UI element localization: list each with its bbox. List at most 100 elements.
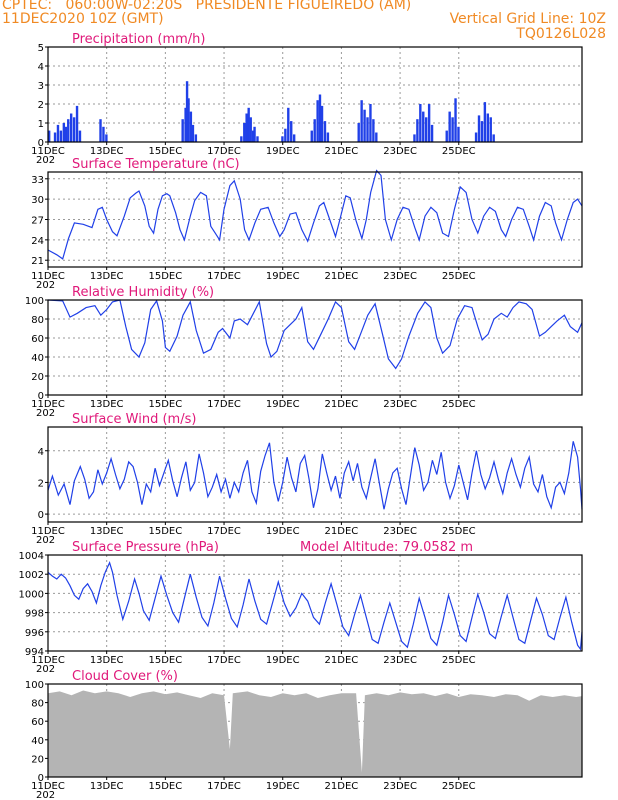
ytick-label: 1002 xyxy=(19,570,44,581)
precip-bar xyxy=(247,107,250,142)
panel-frame xyxy=(47,171,583,268)
precip-bar xyxy=(78,130,82,142)
year-label: 202 xyxy=(36,664,55,675)
precip-bar xyxy=(310,130,313,142)
header-model-id: TQ0126L028 xyxy=(516,26,606,42)
precip-bar xyxy=(185,81,189,142)
date-label: 17DEC xyxy=(207,781,241,792)
precip-bar xyxy=(424,117,428,142)
precip-bar xyxy=(184,107,187,142)
ytick-label: 20 xyxy=(31,372,44,383)
date-label: 15DEC xyxy=(148,655,182,666)
precip-bar xyxy=(290,121,293,142)
precip-bar xyxy=(366,117,369,142)
precip-bar xyxy=(326,132,330,142)
date-label: 17DEC xyxy=(207,655,241,666)
precip-bar xyxy=(445,130,448,142)
precip-bar xyxy=(56,124,60,142)
precip-bar xyxy=(372,119,375,142)
date-label: 13DEC xyxy=(90,271,124,282)
precip-bar xyxy=(256,136,259,142)
precip-bar xyxy=(320,105,324,142)
ytick-label: 20 xyxy=(31,754,44,765)
panel-title: Surface Pressure (hPa) xyxy=(72,540,219,555)
precip-bar xyxy=(360,100,363,142)
date-label: 15DEC xyxy=(148,526,182,537)
ytick-label: 80 xyxy=(31,315,44,326)
date-label: 11DEC xyxy=(31,655,65,666)
ytick-label: 1000 xyxy=(19,589,44,600)
ytick-label: 60 xyxy=(31,717,44,728)
precip-bar xyxy=(413,134,416,142)
ytick-label: 4 xyxy=(38,447,44,458)
year-label: 202 xyxy=(36,408,55,419)
precip-bar xyxy=(419,104,422,142)
ytick-label: 27 xyxy=(31,216,44,227)
date-label: 13DEC xyxy=(90,781,124,792)
date-label: 25DEC xyxy=(442,146,476,157)
precip-bar xyxy=(53,132,57,142)
precip-bar xyxy=(245,113,248,142)
precip-bar xyxy=(416,119,419,142)
precip-bar xyxy=(480,121,484,142)
series-line xyxy=(47,441,583,510)
precip-bar xyxy=(292,134,296,142)
ytick-label: 0 xyxy=(38,773,44,784)
date-label: 21DEC xyxy=(325,146,359,157)
date-label: 25DEC xyxy=(442,655,476,666)
year-label: 202 xyxy=(36,790,55,800)
ytick-label: 2 xyxy=(38,100,44,111)
date-label: 21DEC xyxy=(325,399,359,410)
precip-bar xyxy=(313,119,316,142)
precip-bar xyxy=(251,130,255,142)
panel-title: Relative Humidity (%) xyxy=(72,285,214,300)
precip-bar xyxy=(483,102,487,142)
precip-bar xyxy=(189,111,193,142)
panel-title: Cloud Cover (%) xyxy=(72,669,178,684)
series-line xyxy=(47,169,583,260)
ytick-label: 5 xyxy=(38,43,44,54)
date-label: 23DEC xyxy=(383,526,417,537)
precip-bar xyxy=(75,105,79,142)
precip-bar xyxy=(448,111,451,142)
date-label: 11DEC xyxy=(31,781,65,792)
header-grid-note: Vertical Grid Line: 10Z xyxy=(449,11,606,27)
date-label: 23DEC xyxy=(383,655,417,666)
ytick-label: 100 xyxy=(25,680,44,691)
ytick-label: 40 xyxy=(31,736,44,747)
header-date: 11DEC2020 10Z (GMT) xyxy=(2,11,164,27)
ytick-label: 1 xyxy=(38,119,44,130)
precip-bar xyxy=(430,124,434,142)
panel-frame xyxy=(47,299,583,396)
precip-bar xyxy=(492,134,495,142)
precip-bar xyxy=(287,107,290,142)
ytick-label: 100 xyxy=(25,296,44,307)
precip-bar xyxy=(249,117,252,142)
date-label: 15DEC xyxy=(148,399,182,410)
year-label: 202 xyxy=(36,155,55,166)
date-label: 21DEC xyxy=(325,781,359,792)
date-label: 15DEC xyxy=(148,146,182,157)
date-label: 23DEC xyxy=(383,271,417,282)
date-label: 21DEC xyxy=(325,271,359,282)
date-label: 25DEC xyxy=(442,271,476,282)
ytick-label: 0 xyxy=(38,138,44,149)
precip-bar xyxy=(375,132,378,142)
date-label: 15DEC xyxy=(148,271,182,282)
date-label: 11DEC xyxy=(31,146,65,157)
precip-bar xyxy=(59,130,63,142)
cloud-cover-area xyxy=(48,690,582,777)
date-label: 15DEC xyxy=(148,781,182,792)
ytick-label: 40 xyxy=(31,353,44,364)
precip-bar xyxy=(72,117,76,142)
date-label: 17DEC xyxy=(207,399,241,410)
precip-bar xyxy=(316,100,319,142)
precip-bar xyxy=(369,104,372,142)
date-label: 25DEC xyxy=(442,526,476,537)
ytick-label: 0 xyxy=(38,510,44,521)
precip-bar xyxy=(477,115,481,142)
date-label: 11DEC xyxy=(31,526,65,537)
ytick-label: 30 xyxy=(31,195,44,206)
series-line xyxy=(47,299,583,370)
precip-bar xyxy=(181,119,184,142)
